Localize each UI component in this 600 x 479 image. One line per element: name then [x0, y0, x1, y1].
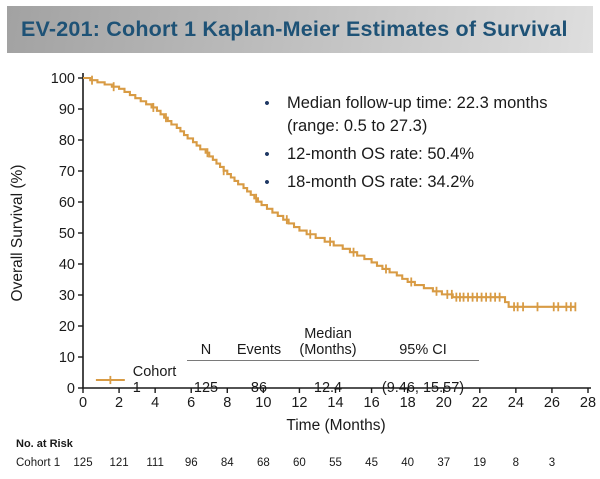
at-risk-value: 68: [257, 457, 270, 469]
table-row: Cohort 1 125 86 12.4 (9.46, 15.57): [95, 364, 479, 396]
list-item: • 18-month OS rate: 34.2%: [260, 171, 590, 194]
y-tick-label: 50: [59, 226, 75, 242]
y-tick-label: 20: [59, 319, 75, 335]
bullet-icon: •: [264, 146, 270, 163]
x-tick-label: 8: [223, 395, 231, 411]
col-header-median: (Months): [299, 342, 357, 358]
x-tick-label: 4: [151, 395, 159, 411]
x-tick-label: 16: [364, 395, 380, 411]
col-header-events: Events: [236, 342, 282, 358]
list-item: • 12-month OS rate: 50.4%: [260, 143, 590, 166]
list-item: • Median follow-up time: 22.3 months (ra…: [260, 92, 590, 138]
x-tick-label: 14: [327, 395, 343, 411]
os-rate-12mo-text: 12-month OS rate: 50.4%: [287, 145, 475, 163]
at-risk-value: 19: [473, 457, 486, 469]
at-risk-value: 3: [549, 457, 555, 469]
at-risk-value: 60: [293, 457, 306, 469]
y-tick-label: 10: [59, 350, 75, 366]
x-tick-label: 12: [291, 395, 307, 411]
at-risk-title: No. at Risk: [16, 438, 74, 450]
stats-table: Median N Events (Months) 95% CI Cohort 1…: [95, 326, 479, 396]
at-risk-value: 84: [221, 457, 234, 469]
y-tick-label: 100: [51, 71, 75, 87]
cell-median: 12.4: [313, 380, 343, 396]
y-tick-label: 0: [67, 381, 75, 397]
col-header-ci: 95% CI: [399, 342, 447, 358]
at-risk-value: 125: [73, 457, 92, 469]
survival-curve: [83, 76, 576, 308]
at-risk-value: 55: [329, 457, 342, 469]
bullet-icon: •: [264, 95, 270, 112]
cell-events: 86: [250, 380, 268, 396]
table-header-rule: [187, 360, 479, 361]
at-risk-value: 45: [365, 457, 378, 469]
x-axis-title: Time (Months): [286, 417, 385, 434]
x-tick-label: 18: [400, 395, 416, 411]
x-tick-label: 24: [508, 395, 524, 411]
title-banner: EV-201: Cohort 1 Kaplan-Meier Estimates …: [7, 6, 593, 53]
y-axis-title: Overall Survival (%): [9, 165, 26, 302]
y-tick-label: 30: [59, 288, 75, 304]
at-risk-value: 40: [401, 457, 414, 469]
table-header-row-top: Median: [95, 326, 479, 342]
table-header-row: N Events (Months) 95% CI: [95, 342, 479, 358]
bullet-icon: •: [264, 174, 270, 191]
cell-ci: (9.46, 15.57): [381, 380, 465, 396]
x-tick-label: 0: [79, 395, 87, 411]
x-tick-label: 28: [580, 395, 596, 411]
page-title: EV-201: Cohort 1 Kaplan-Meier Estimates …: [21, 17, 568, 41]
at-risk-row-label: Cohort 1: [16, 457, 60, 469]
col-header-n: N: [200, 342, 212, 358]
at-risk-value: 37: [437, 457, 450, 469]
x-tick-label: 20: [436, 395, 452, 411]
at-risk-value: 96: [185, 457, 198, 469]
median-follow-up-text: Median follow-up time: 22.3 months (rang…: [287, 94, 548, 135]
x-tick-label: 26: [544, 395, 560, 411]
col-header-median-top: Median: [304, 326, 352, 342]
x-tick-label: 22: [472, 395, 488, 411]
at-risk-value: 121: [109, 457, 128, 469]
x-tick-label: 6: [187, 395, 195, 411]
y-tick-label: 60: [59, 195, 75, 211]
x-tick-label: 10: [255, 395, 271, 411]
y-tick-label: 90: [59, 102, 75, 118]
cohort1-legend-marker-icon: [95, 375, 125, 385]
key-stats-list: • Median follow-up time: 22.3 months (ra…: [260, 92, 590, 199]
at-risk-value: 111: [146, 457, 163, 469]
chart-generated-layer: 0 2 4 6 8 10 12 14 16 18 20 22 24 26 28010203040506070…: [51, 71, 596, 469]
y-tick-label: 70: [59, 164, 75, 180]
cell-n: 125: [193, 380, 219, 396]
y-tick-label: 80: [59, 133, 75, 149]
legend-label: Cohort 1: [132, 364, 177, 396]
y-tick-label: 40: [59, 257, 75, 273]
at-risk-value: 8: [513, 457, 519, 469]
os-rate-18mo-text: 18-month OS rate: 34.2%: [287, 173, 475, 191]
x-tick-label: 2: [115, 395, 123, 411]
